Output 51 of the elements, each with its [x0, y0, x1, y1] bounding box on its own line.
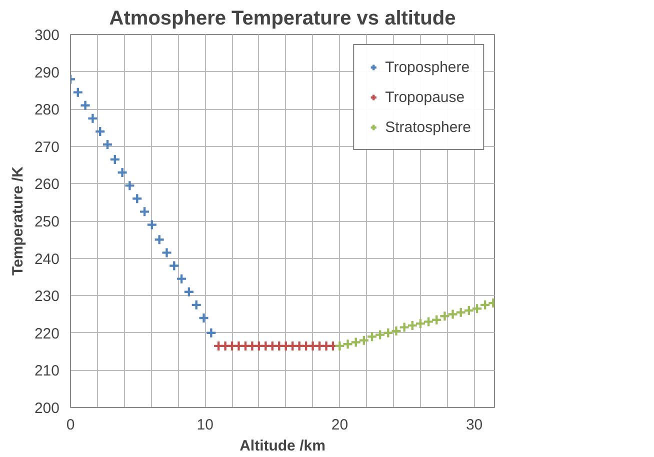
point [161, 247, 172, 258]
point [102, 138, 114, 150]
x-tick-label: 20 [331, 416, 348, 434]
point [116, 166, 128, 178]
x-tick-label: 0 [66, 416, 75, 434]
legend-label: Troposphere [385, 58, 470, 76]
point [463, 304, 475, 316]
point [414, 318, 426, 330]
point [350, 336, 362, 348]
y-tick-label: 260 [34, 176, 60, 194]
legend-label: Stratosphere [385, 118, 471, 136]
point [72, 86, 84, 98]
y-tick-label: 220 [34, 325, 60, 342]
point [109, 154, 121, 166]
point [146, 219, 158, 230]
point [447, 308, 458, 320]
y-tick-label: 290 [34, 64, 60, 82]
x-axis-title: Altitude /km [240, 438, 326, 454]
point [94, 126, 106, 138]
point [80, 100, 91, 111]
point [138, 206, 150, 218]
y-tick-label: 240 [34, 250, 60, 268]
point [168, 260, 180, 272]
y-tick-label: 230 [34, 288, 60, 306]
x-tick-label: 30 [466, 416, 483, 434]
point [334, 340, 346, 352]
y-tick-label: 300 [34, 27, 60, 44]
point [382, 327, 394, 338]
chart-title: Atmosphere Temperature vs altitude [109, 8, 456, 30]
point [342, 338, 354, 350]
point [176, 273, 188, 284]
point [406, 320, 418, 332]
y-axis-title: Temperature /K [9, 166, 26, 276]
point [190, 299, 202, 311]
y-tick-label: 250 [34, 214, 60, 230]
point [374, 329, 386, 340]
y-tick-label: 270 [34, 138, 60, 156]
point [132, 193, 143, 204]
y-tick-label: 200 [34, 400, 60, 417]
point [154, 234, 165, 246]
point [206, 327, 217, 338]
point [87, 112, 98, 124]
point [455, 306, 466, 318]
point [198, 312, 210, 324]
legend-label: Tropopause [385, 88, 465, 106]
point [124, 180, 136, 192]
y-tick-label: 210 [34, 362, 60, 380]
point [422, 316, 434, 328]
point [183, 286, 195, 298]
x-tick-label: 10 [196, 416, 214, 434]
y-tick-label: 280 [34, 102, 60, 119]
